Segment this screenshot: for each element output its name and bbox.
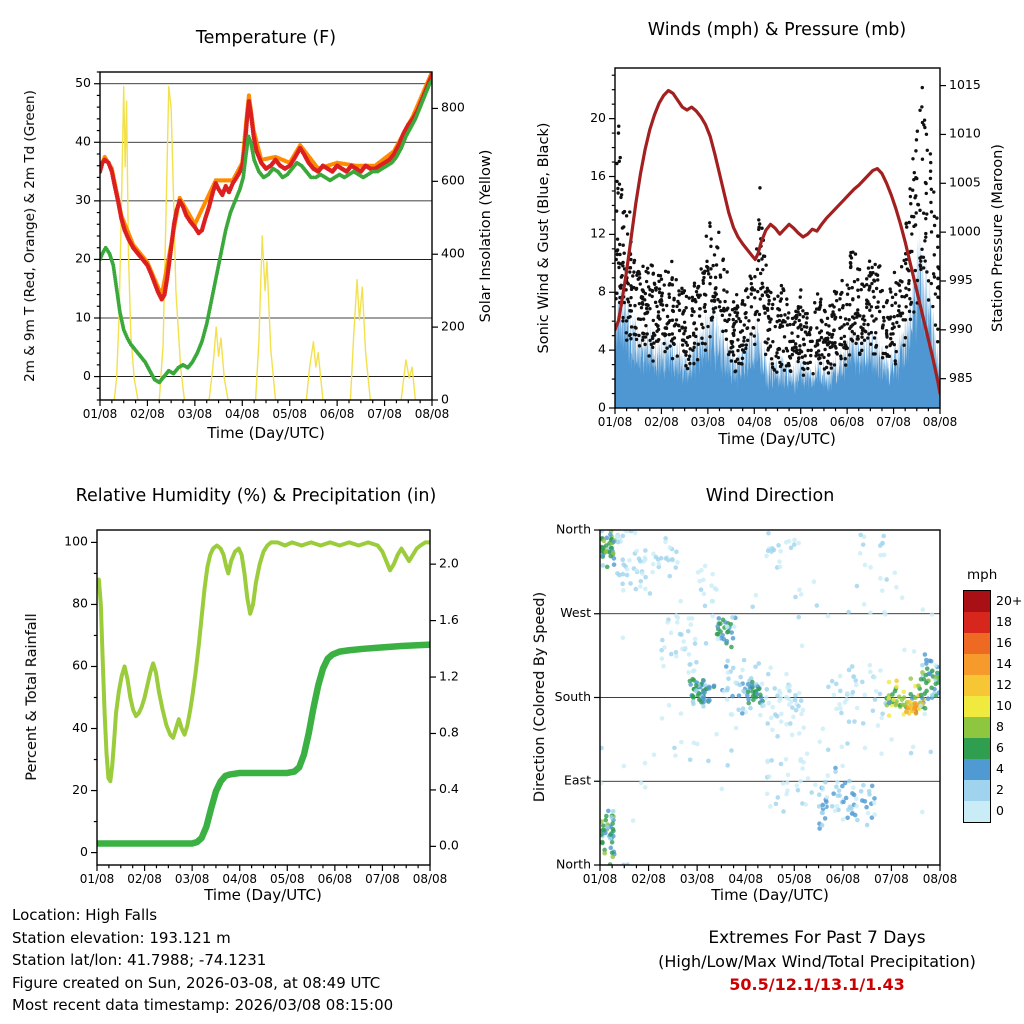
station-elevation: Station elevation: 193.121 m [12, 928, 231, 947]
legend-label: 4 [996, 761, 1004, 776]
winds-y-axis-label-right: Station Pressure (Maroon) [990, 144, 1006, 332]
legend-swatch [964, 675, 990, 696]
legend-swatch [964, 738, 990, 759]
winds-pressure-chart: Winds (mph) & Pressure (mb) Sonic Wind &… [512, 0, 1024, 460]
legend-swatch [964, 696, 990, 717]
temperature-x-axis-label: Time (Day/UTC) [207, 424, 325, 442]
figure-created-timestamp: Figure created on Sun, 2026-03-08, at 08… [12, 973, 381, 992]
temperature-chart: Temperature (F) 2m & 9m T (Red, Orange) … [0, 0, 512, 460]
wind-direction-x-axis-label: Time (Day/UTC) [711, 886, 829, 904]
legend-swatch [964, 759, 990, 780]
wind-speed-legend-title: mph [967, 567, 998, 583]
wind-direction-chart: Wind Direction Direction (Colored By Spe… [512, 460, 1024, 910]
legend-swatch [964, 633, 990, 654]
humidity-precip-plot-canvas [0, 460, 512, 910]
legend-label: 0 [996, 803, 1004, 818]
legend-swatch [964, 654, 990, 675]
legend-swatch [964, 717, 990, 738]
humidity-precip-chart: Relative Humidity (%) & Precipitation (i… [0, 460, 512, 910]
extremes-subtitle: (High/Low/Max Wind/Total Precipitation) [658, 952, 976, 971]
legend-label: 14 [996, 656, 1012, 671]
station-location: Location: High Falls [12, 906, 158, 924]
legend-swatch [964, 780, 990, 801]
temperature-chart-title: Temperature (F) [195, 28, 337, 48]
temperature-y-axis-label-left: 2m & 9m T (Red, Orange) & 2m Td (Green) [22, 90, 38, 382]
wind-direction-plot-canvas [512, 460, 1024, 910]
humidity-y-axis-label-left: Percent & Total Rainfall [24, 613, 40, 781]
wind-speed-legend: 20+ 18 16 14 12 10 8 6 4 2 0 [963, 590, 1022, 823]
wind-speed-legend-bar [963, 590, 991, 823]
legend-label: 8 [996, 719, 1004, 734]
legend-swatch [964, 591, 990, 612]
legend-swatch [964, 801, 990, 822]
humidity-precip-chart-title: Relative Humidity (%) & Precipitation (i… [75, 486, 437, 506]
wind-speed-legend-labels: 20+ 18 16 14 12 10 8 6 4 2 0 [996, 590, 1022, 821]
legend-label: 12 [996, 677, 1012, 692]
legend-label: 20+ [996, 593, 1023, 608]
legend-label: 16 [996, 635, 1012, 650]
extremes-values: 50.5/12.1/13.1/1.43 [729, 975, 905, 994]
most-recent-data-timestamp: Most recent data timestamp: 2026/03/08 0… [12, 996, 394, 1014]
winds-pressure-plot-canvas [512, 0, 1024, 460]
station-info: Location: High Falls Station elevation: … [12, 904, 393, 1017]
extremes-summary: Extremes For Past 7 Days (High/Low/Max W… [612, 928, 1022, 994]
legend-swatch [964, 612, 990, 633]
temperature-y-axis-label-right: Solar Insolation (Yellow) [478, 149, 494, 323]
legend-label: 6 [996, 740, 1004, 755]
extremes-title: Extremes For Past 7 Days [708, 928, 926, 948]
station-latlon: Station lat/lon: 41.7988; -74.1231 [12, 951, 267, 969]
wind-direction-y-axis-label-left: Direction (Colored By Speed) [532, 591, 548, 803]
humidity-x-axis-label: Time (Day/UTC) [204, 886, 322, 904]
temperature-plot-canvas [0, 0, 512, 460]
legend-label: 10 [996, 698, 1012, 713]
winds-x-axis-label: Time (Day/UTC) [718, 430, 836, 448]
winds-pressure-chart-title: Winds (mph) & Pressure (mb) [647, 20, 907, 40]
winds-y-axis-label-left: Sonic Wind & Gust (Blue, Black) [536, 122, 552, 354]
legend-label: 18 [996, 614, 1012, 629]
legend-label: 2 [996, 782, 1004, 797]
wind-direction-chart-title: Wind Direction [705, 486, 835, 506]
